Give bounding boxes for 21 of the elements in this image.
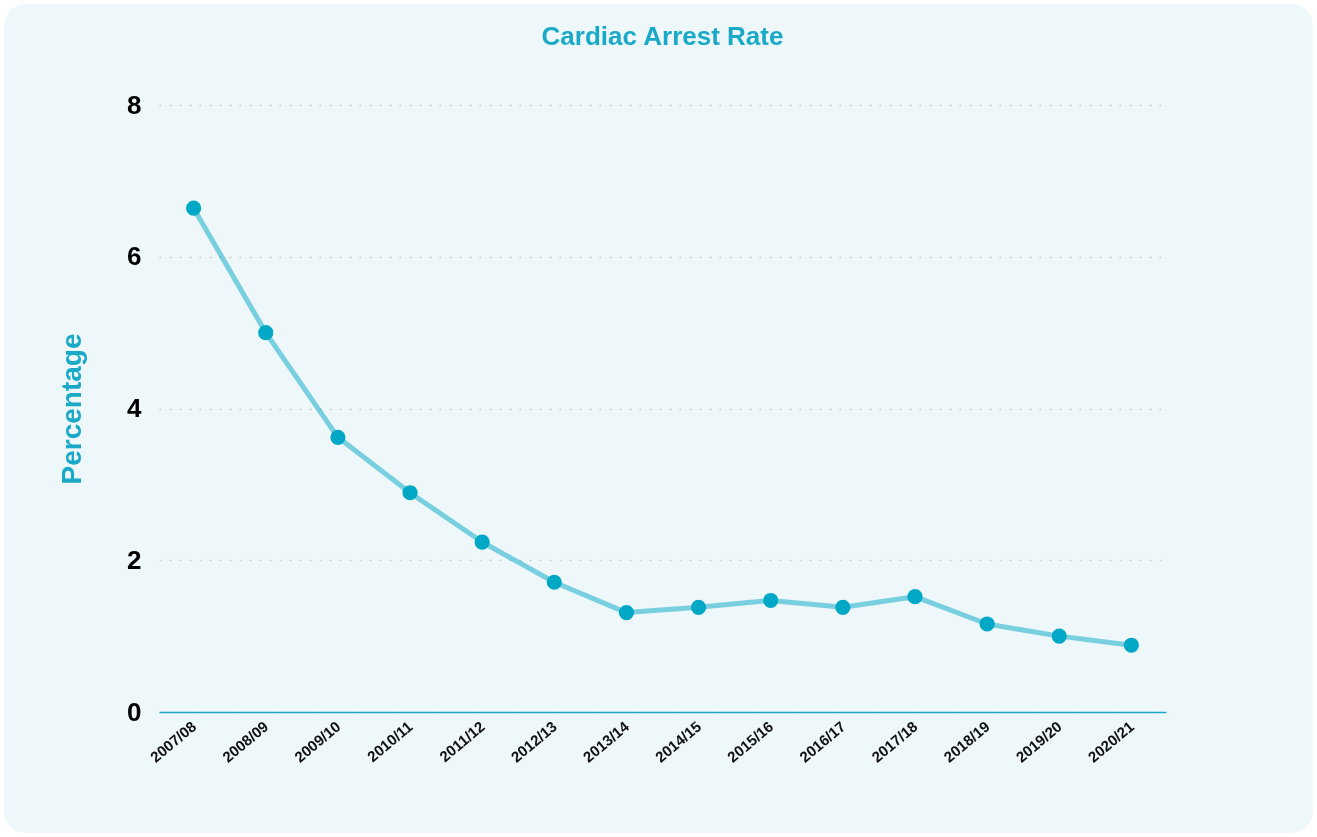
y-tick-label: 0 (127, 696, 142, 727)
point (1051, 628, 1067, 644)
point (763, 592, 779, 609)
point (618, 605, 635, 621)
y-tick-label: 8 (127, 89, 142, 120)
y-axis-title: Percentage (56, 333, 88, 485)
point (186, 200, 202, 216)
point (546, 574, 562, 590)
point (835, 599, 851, 615)
chart-title: Cardiac Arrest Rate (541, 21, 784, 51)
y-tick-label: 2 (127, 544, 142, 575)
point (330, 429, 346, 445)
point (979, 616, 995, 632)
point (690, 599, 707, 615)
point (1123, 637, 1139, 653)
point (474, 534, 490, 550)
point (258, 325, 274, 341)
y-tick-label: 6 (127, 241, 142, 272)
point (402, 485, 418, 501)
point (907, 589, 923, 605)
y-tick-label: 4 (127, 393, 143, 423)
